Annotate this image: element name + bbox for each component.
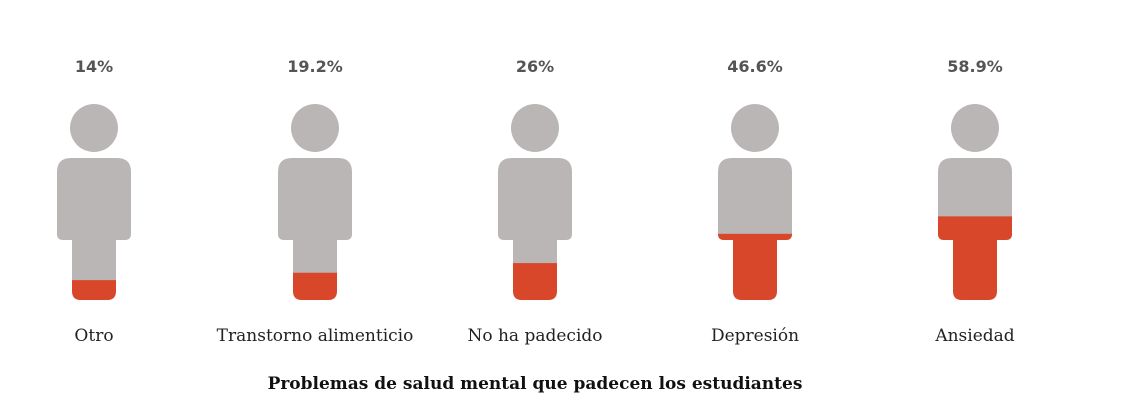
figure-3: 26% No ha padecido xyxy=(467,57,602,346)
figure-fill-bar xyxy=(938,216,1012,300)
figure-head xyxy=(511,104,559,152)
figure-body xyxy=(57,158,131,300)
value-label: 26% xyxy=(516,57,554,76)
figure-head xyxy=(291,104,339,152)
category-label: Transtorno alimenticio xyxy=(217,326,414,346)
value-label: 14% xyxy=(75,57,113,76)
figure-head xyxy=(731,104,779,152)
figure-fill-bar xyxy=(498,263,572,300)
figure-fill-bar xyxy=(718,233,792,300)
category-label: No ha padecido xyxy=(467,326,602,346)
category-label: Depresión xyxy=(711,326,799,346)
figure-2: 19.2% Transtorno alimenticio xyxy=(217,57,414,346)
category-label: Otro xyxy=(74,326,113,346)
value-label: 19.2% xyxy=(287,57,343,76)
value-label: 46.6% xyxy=(727,57,783,76)
figure-fill-bar xyxy=(278,272,352,300)
value-label: 58.9% xyxy=(947,57,1003,76)
figure-body xyxy=(278,158,352,300)
figure-head xyxy=(70,104,118,152)
figure-4: 46.6% Depresión xyxy=(711,57,799,346)
chart-title: Problemas de salud mental que padecen lo… xyxy=(268,374,803,394)
figure-fill-bar xyxy=(57,280,131,300)
figures-group: 14% Otro 19.2% Transtorno alimenticio 26% No … xyxy=(57,57,1015,346)
figure-head xyxy=(951,104,999,152)
figure-1: 14% Otro xyxy=(57,57,131,346)
category-label: Ansiedad xyxy=(934,326,1014,346)
figure-5: 58.9% Ansiedad xyxy=(934,57,1014,346)
